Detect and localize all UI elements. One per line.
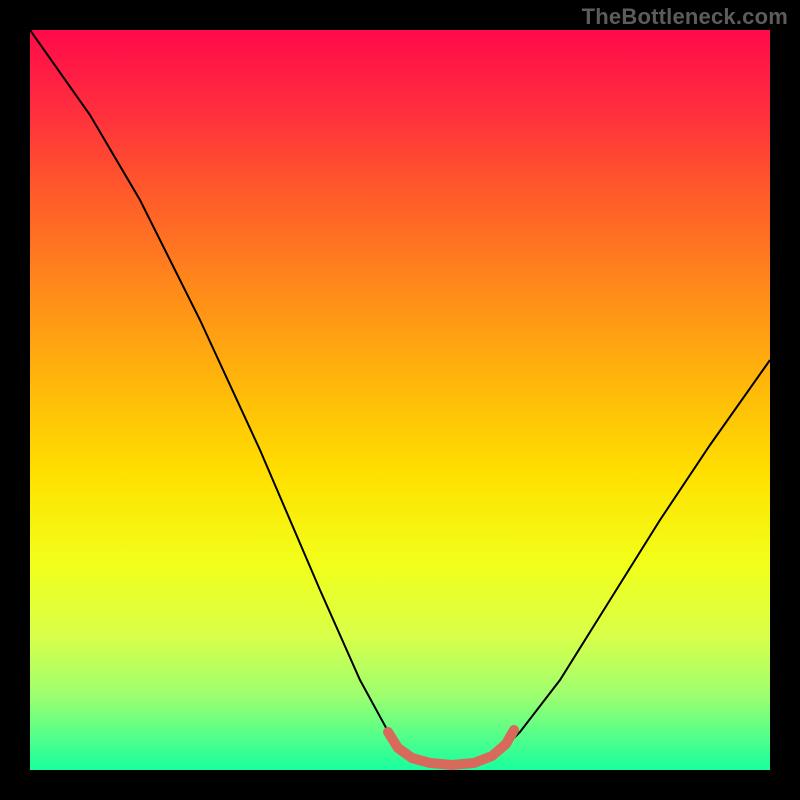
plot-background bbox=[30, 30, 770, 770]
bottleneck-chart bbox=[0, 0, 800, 800]
chart-frame: { "watermark": "TheBottleneck.com", "cha… bbox=[0, 0, 800, 800]
watermark-text: TheBottleneck.com bbox=[582, 4, 788, 30]
